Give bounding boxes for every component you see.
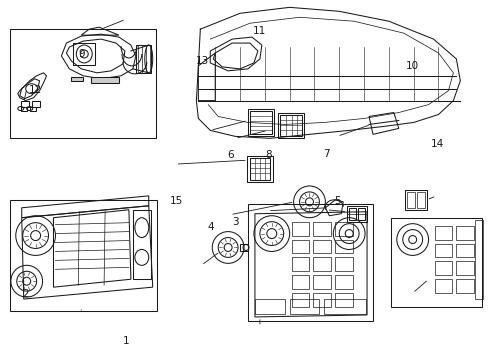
Bar [248, 204, 373, 321]
Bar [335, 239, 353, 253]
Bar [335, 222, 353, 235]
Bar [347, 206, 367, 222]
Bar [314, 257, 331, 271]
Bar [314, 222, 331, 235]
Text: 2: 2 [22, 289, 28, 299]
Bar [475, 220, 483, 299]
Bar [240, 243, 248, 251]
Bar [407, 192, 415, 208]
Bar [314, 239, 331, 253]
Bar [72, 77, 83, 81]
Bar [335, 293, 353, 307]
Text: 7: 7 [323, 149, 330, 159]
Bar [290, 299, 319, 314]
Text: 9: 9 [79, 49, 85, 59]
Bar [456, 261, 474, 275]
Bar [314, 293, 331, 307]
Bar [292, 293, 310, 307]
Bar [456, 243, 474, 257]
Bar [32, 100, 40, 107]
Bar [255, 299, 285, 314]
Bar [435, 226, 452, 239]
Bar [335, 275, 353, 289]
Text: 4: 4 [208, 222, 214, 232]
Bar [250, 158, 270, 180]
Bar [21, 107, 26, 111]
Bar [91, 77, 119, 83]
Bar [292, 239, 310, 253]
Bar [292, 222, 310, 235]
Text: 13: 13 [196, 57, 209, 66]
Bar [456, 279, 474, 293]
Text: 12: 12 [28, 85, 42, 95]
Text: 15: 15 [170, 197, 183, 206]
Text: 11: 11 [253, 26, 266, 36]
Bar [30, 107, 36, 111]
Bar [435, 279, 452, 293]
Bar [10, 200, 157, 311]
Bar [435, 243, 452, 257]
Bar [247, 156, 273, 182]
Bar [324, 299, 366, 314]
Text: 5: 5 [334, 196, 341, 206]
Bar [248, 109, 274, 136]
Bar [335, 257, 353, 271]
Text: 3: 3 [232, 217, 239, 227]
Text: 10: 10 [406, 61, 419, 71]
Bar [358, 208, 365, 220]
Text: 8: 8 [265, 150, 271, 160]
Bar [314, 275, 331, 289]
Text: 6: 6 [227, 150, 234, 160]
Bar [133, 210, 151, 279]
Bar [456, 226, 474, 239]
Bar [292, 275, 310, 289]
Bar [435, 261, 452, 275]
Bar [292, 257, 310, 271]
Bar [10, 29, 156, 138]
Bar [416, 192, 425, 208]
Text: 14: 14 [430, 139, 443, 149]
Bar [136, 45, 151, 73]
Bar [74, 43, 95, 65]
Bar [349, 208, 356, 220]
Bar [21, 100, 29, 107]
Bar [278, 113, 303, 138]
Text: 1: 1 [122, 336, 129, 346]
